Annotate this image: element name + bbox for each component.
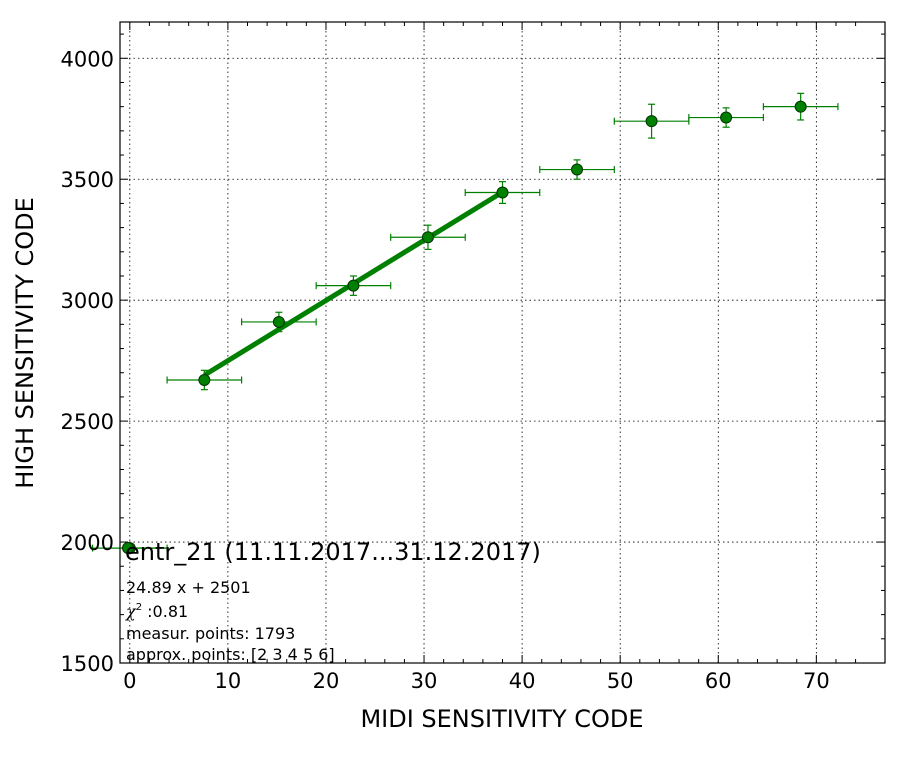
- y-tick-label: 2000: [61, 531, 114, 555]
- approx-points: approx. points: [2 3 4 5 6]: [126, 645, 335, 664]
- chi-square: χ2 :0.81: [125, 602, 188, 621]
- data-point: [347, 279, 360, 292]
- data-point: [645, 115, 658, 128]
- x-tick-label: 40: [509, 669, 536, 693]
- measur-points: measur. points: 1793: [126, 624, 295, 643]
- legend-marker: [122, 542, 134, 554]
- x-tick-label: 60: [705, 669, 732, 693]
- data-point: [421, 231, 434, 244]
- legend: entr_21 (11.11.2017...31.12.2017): [120, 538, 541, 566]
- x-tick-label: 70: [803, 669, 830, 693]
- fit-annotations: 24.89 x + 2501 χ2 :0.81 measur. points: …: [125, 578, 335, 664]
- data-point: [720, 111, 733, 124]
- y-tick-label: 1500: [61, 652, 114, 676]
- data-point: [496, 186, 509, 199]
- chi-symbol: χ: [125, 602, 137, 621]
- y-tick-label: 3000: [61, 289, 114, 313]
- legend-title: entr_21 (11.11.2017...31.12.2017): [125, 538, 541, 566]
- data-point: [794, 100, 807, 113]
- data-point: [571, 163, 584, 176]
- y-tick-label: 4000: [61, 47, 114, 71]
- plot-background: [120, 22, 885, 663]
- chi-superscript: 2: [136, 602, 142, 613]
- chi-value: :0.81: [142, 602, 188, 621]
- x-tick-label: 10: [215, 669, 242, 693]
- x-tick-label: 20: [313, 669, 340, 693]
- x-tick-label: 0: [123, 669, 136, 693]
- data-point: [198, 373, 211, 386]
- y-tick-labels: 1500 2000 2500 3000 3500 4000: [61, 47, 114, 676]
- fit-equation: 24.89 x + 2501: [126, 578, 251, 597]
- y-axis-label: HIGH SENSITIVITY CODE: [11, 197, 39, 489]
- data-point: [272, 315, 285, 328]
- y-tick-label: 2500: [61, 410, 114, 434]
- x-tick-labels: 0 10 20 30 40 50 60 70: [123, 669, 830, 693]
- axis-ticks: [120, 22, 885, 664]
- x-tick-label: 50: [607, 669, 634, 693]
- y-tick-label: 3500: [61, 168, 114, 192]
- x-axis-label: MIDI SENSITIVITY CODE: [360, 705, 643, 733]
- x-tick-label: 30: [411, 669, 438, 693]
